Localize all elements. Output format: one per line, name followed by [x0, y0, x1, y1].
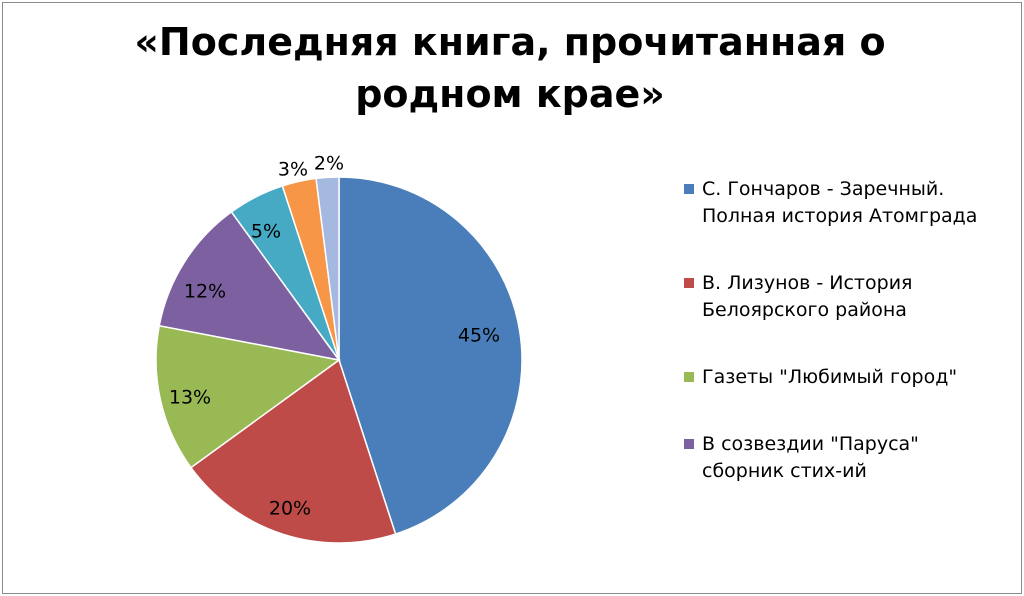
- slice-data-label: 20%: [269, 498, 311, 520]
- legend-label: Полная история Атомграда: [702, 205, 978, 227]
- legend-item: С. Гончаров - Заречный. Полная история Ат…: [684, 176, 1014, 230]
- slice-data-label: 3%: [278, 159, 308, 181]
- slice-data-label: 45%: [458, 325, 500, 347]
- legend-label: сборник стих-ий: [702, 460, 867, 482]
- pie-data-labels: 45% 20% 13% 12% 5% 3% 2%: [169, 153, 500, 520]
- slice-data-label: 12%: [184, 281, 226, 303]
- legend-label: В созвездии "Паруса": [702, 433, 919, 455]
- legend-swatch: [684, 184, 694, 194]
- slice-data-label: 2%: [314, 153, 344, 175]
- pie-slice: [155, 324, 341, 469]
- pie-slice: [338, 176, 523, 535]
- legend: С. Гончаров - Заречный. Полная история Ат…: [684, 176, 1014, 485]
- legend-swatch: [684, 278, 694, 288]
- legend-label: Белоярского района: [702, 299, 907, 321]
- legend-label: Газеты "Любимый город": [702, 366, 958, 388]
- pie-slice: [158, 210, 341, 362]
- legend-swatch: [684, 372, 694, 382]
- legend-label: С. Гончаров - Заречный.: [702, 178, 945, 200]
- slice-data-label: 5%: [251, 221, 281, 243]
- slice-data-label: 13%: [169, 387, 211, 409]
- legend-item: В. Лизунов - История Белоярского района: [684, 270, 1014, 324]
- legend-label: В. Лизунов - История: [702, 272, 913, 294]
- legend-item: Газеты "Любимый город": [684, 364, 1014, 391]
- legend-swatch: [684, 439, 694, 449]
- legend-item: В созвездии "Паруса" сборник стих-ий: [684, 431, 1014, 485]
- pie-slices: [155, 176, 523, 544]
- pie-slice: [315, 176, 340, 361]
- chart-title: «Последняя книга, прочитанная о родном к…: [134, 20, 886, 116]
- pie-slice: [189, 358, 397, 544]
